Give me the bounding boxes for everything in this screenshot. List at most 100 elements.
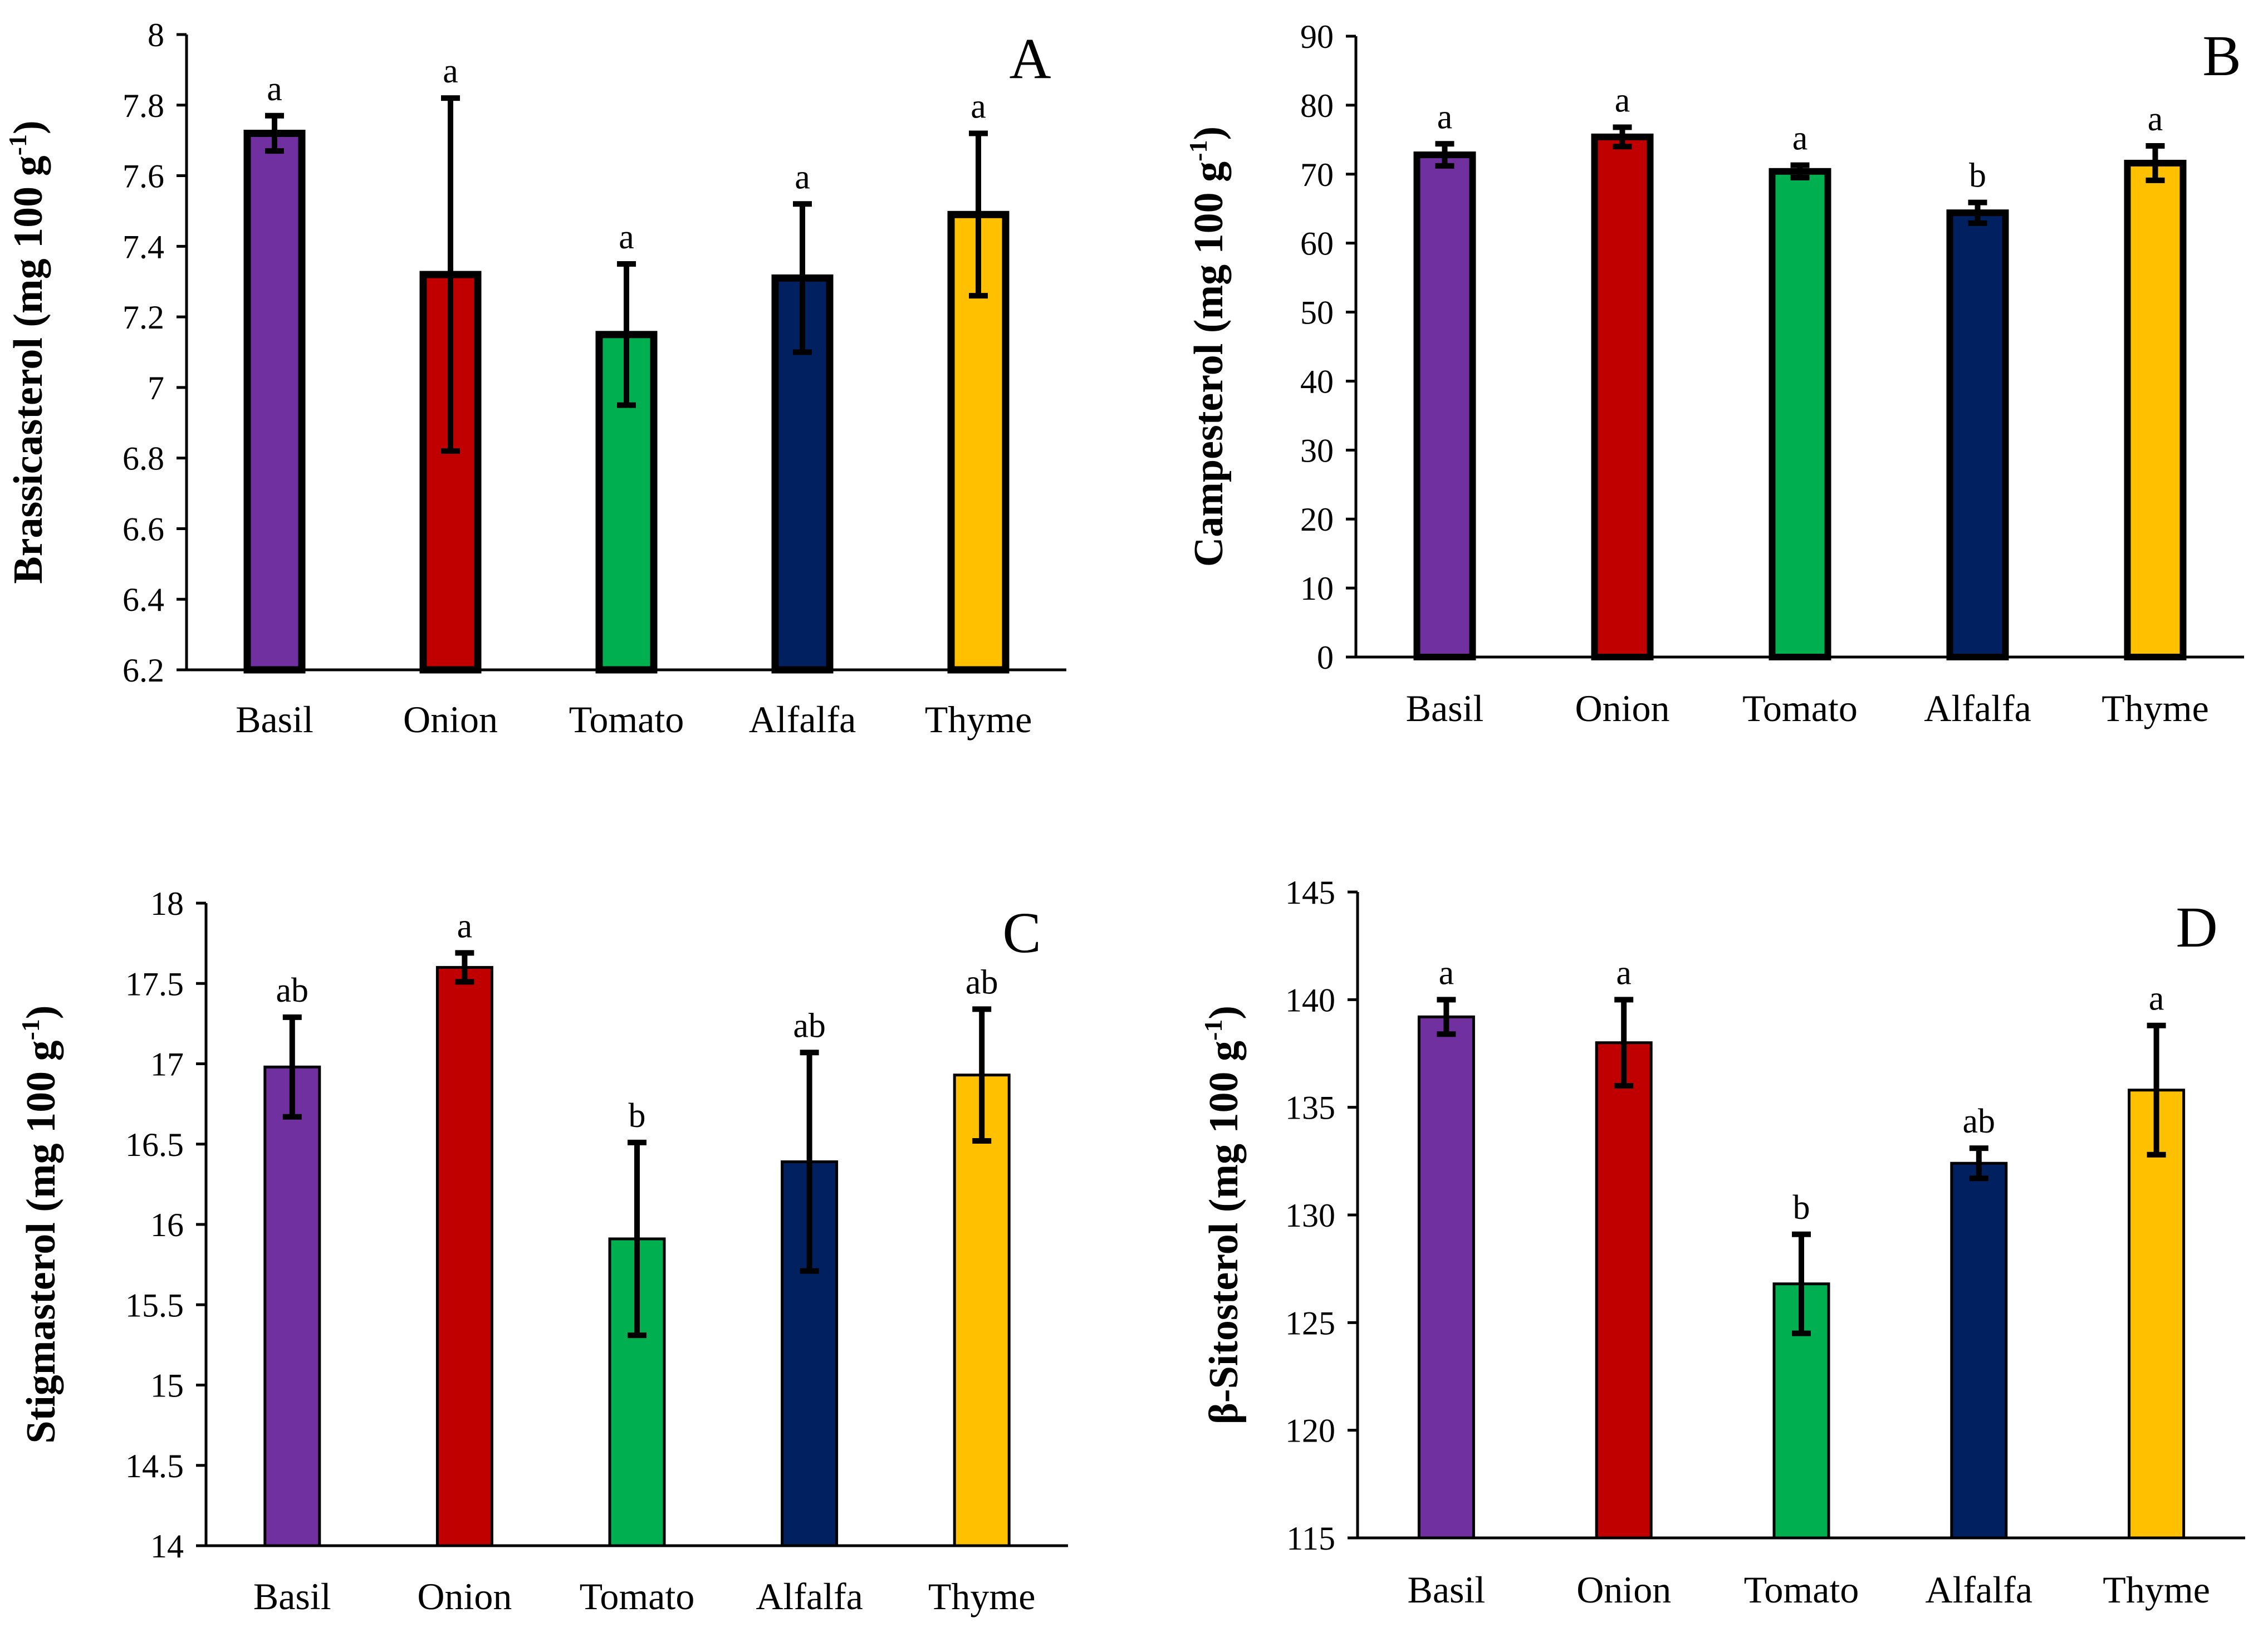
- panel-label: A: [1009, 27, 1051, 91]
- chart-panel-c: 14 14.5 15 15.5 16 16.5 17 17.5 18 ab Basil a Onion b…: [16, 885, 1068, 1618]
- significance-label-alfalfa: b: [1969, 157, 1986, 195]
- significance-label-thyme: a: [2148, 100, 2163, 138]
- significance-label-thyme: ab: [966, 963, 998, 1001]
- x-tick-label-basil: Basil: [236, 698, 313, 741]
- x-tick-label-tomato: Tomato: [1742, 687, 1858, 729]
- y-axis-title-superscript: -1: [1184, 140, 1212, 161]
- y-axis-title-main: Campesterol (mg 100 g: [1186, 161, 1232, 567]
- bar-basil: [1417, 1015, 1475, 1540]
- x-tick-label-onion: Onion: [1576, 1569, 1671, 1611]
- y-tick-label: 30: [1300, 432, 1334, 469]
- panel-label: B: [2202, 24, 2241, 88]
- significance-label-basil: ab: [276, 972, 309, 1009]
- y-tick-label: 17.5: [125, 966, 184, 1002]
- x-tick-label-alfalfa: Alfalfa: [756, 1575, 863, 1618]
- x-tick-label-basil: Basil: [253, 1575, 331, 1618]
- bar-alfalfa: [1950, 1161, 2008, 1540]
- significance-label-tomato: b: [629, 1097, 646, 1135]
- y-tick-label: 130: [1285, 1197, 1335, 1234]
- y-tick-label: 6.8: [123, 440, 164, 477]
- y-tick-label: 0: [1317, 639, 1334, 676]
- y-axis-title-superscript: -1: [16, 1019, 45, 1040]
- significance-label-alfalfa: ab: [1963, 1102, 1996, 1140]
- y-tick-label: 80: [1300, 87, 1334, 124]
- x-tick-label-alfalfa: Alfalfa: [1926, 1569, 2033, 1611]
- y-tick-label: 10: [1300, 570, 1334, 607]
- x-tick-label-thyme: Thyme: [2102, 687, 2209, 729]
- y-tick-label: 135: [1285, 1090, 1335, 1126]
- y-tick-label: 16: [150, 1207, 184, 1243]
- x-tick-label-onion: Onion: [403, 698, 498, 741]
- y-axis-title-superscript: -1: [3, 134, 32, 155]
- x-tick-label-onion: Onion: [1575, 687, 1670, 729]
- y-tick-label: 6.2: [123, 652, 164, 689]
- significance-label-thyme: a: [971, 87, 986, 125]
- bar-thyme: [2124, 159, 2187, 660]
- y-tick-label: 7.8: [123, 87, 164, 124]
- y-axis-title-superscript: -1: [1199, 1020, 1227, 1041]
- y-tick-label: 18: [150, 885, 184, 922]
- bar-onion: [435, 966, 493, 1547]
- significance-label-thyme: a: [2149, 980, 2164, 1018]
- x-tick-label-basil: Basil: [1406, 687, 1484, 729]
- bar-tomato: [1769, 168, 1831, 661]
- y-tick-label: 140: [1285, 982, 1335, 1018]
- y-axis-title-close: ): [1186, 126, 1232, 140]
- significance-label-basil: a: [1437, 98, 1453, 136]
- bar-thyme: [953, 1074, 1011, 1547]
- x-tick-label-thyme: Thyme: [2103, 1569, 2210, 1611]
- significance-label-onion: a: [443, 52, 458, 90]
- y-tick-label: 14.5: [125, 1448, 184, 1484]
- y-tick-label: 115: [1286, 1520, 1335, 1557]
- significance-label-onion: a: [457, 907, 473, 945]
- y-tick-label: 50: [1300, 295, 1334, 331]
- significance-label-alfalfa: a: [795, 158, 810, 196]
- y-tick-label: 6.6: [123, 511, 164, 547]
- significance-label-tomato: a: [1792, 120, 1808, 158]
- y-axis-title-close: ): [6, 120, 51, 134]
- y-tick-label: 7.4: [123, 228, 164, 265]
- y-tick-label: 60: [1300, 226, 1334, 262]
- x-tick-label-thyme: Thyme: [925, 698, 1032, 741]
- y-tick-label: 7.2: [123, 299, 164, 336]
- chart-panel-a: 6.2 6.4 6.6 6.8 7 7.2 7.4 7.6 7.8 8 a Basil a Onion a T…: [3, 17, 1066, 741]
- significance-label-basil: a: [267, 70, 282, 108]
- y-tick-label: 7: [148, 370, 164, 406]
- y-tick-label: 14: [150, 1528, 184, 1565]
- bar-onion: [1595, 1041, 1653, 1540]
- y-tick-label: 8: [148, 17, 164, 53]
- y-tick-label: 17: [150, 1046, 184, 1083]
- y-axis-title-close: ): [1201, 1006, 1247, 1020]
- x-tick-label-alfalfa: Alfalfa: [749, 698, 856, 741]
- y-axis-title-main: β-Sitosterol (mg 100 g: [1201, 1041, 1247, 1424]
- x-tick-label-onion: Onion: [417, 1575, 512, 1618]
- y-tick-label: 15: [150, 1368, 184, 1404]
- y-tick-label: 145: [1285, 874, 1335, 911]
- significance-label-alfalfa: ab: [793, 1007, 826, 1045]
- bar-thyme: [2128, 1089, 2186, 1540]
- chart-panel-d: 115 120 125 130 135 140 145 a Basil a Onion b Tomato…: [1199, 874, 2245, 1611]
- y-tick-label: 125: [1285, 1305, 1335, 1341]
- panel-label: C: [1002, 901, 1041, 965]
- y-tick-label: 6.4: [123, 581, 164, 618]
- panel-label: D: [2176, 895, 2217, 959]
- significance-label-basil: a: [1439, 954, 1454, 992]
- y-tick-label: 120: [1285, 1413, 1335, 1449]
- significance-label-tomato: b: [1793, 1189, 1810, 1227]
- y-axis-title-close: ): [18, 1005, 64, 1019]
- bar-basil: [263, 1065, 321, 1547]
- significance-label-onion: a: [1616, 954, 1632, 992]
- bar-alfalfa: [1946, 209, 2009, 660]
- bar-basil: [243, 129, 306, 674]
- y-axis-title: β-Sitosterol (mg 100 g-1): [1199, 1006, 1247, 1424]
- y-tick-label: 90: [1300, 18, 1334, 55]
- bar-onion: [1591, 133, 1654, 660]
- y-tick-label: 70: [1300, 156, 1334, 193]
- chart-panel-b: 0 10 20 30 40 50 60 70 80 90 a Basil a Onion a Tomato b A…: [1184, 18, 2244, 729]
- x-tick-label-alfalfa: Alfalfa: [1924, 687, 2031, 729]
- bar-basil: [1413, 151, 1476, 661]
- x-tick-label-tomato: Tomato: [569, 698, 684, 741]
- y-tick-label: 20: [1300, 501, 1334, 538]
- x-tick-label-thyme: Thyme: [928, 1575, 1036, 1618]
- y-axis-title: Stigmasterol (mg 100 g-1): [16, 1005, 64, 1443]
